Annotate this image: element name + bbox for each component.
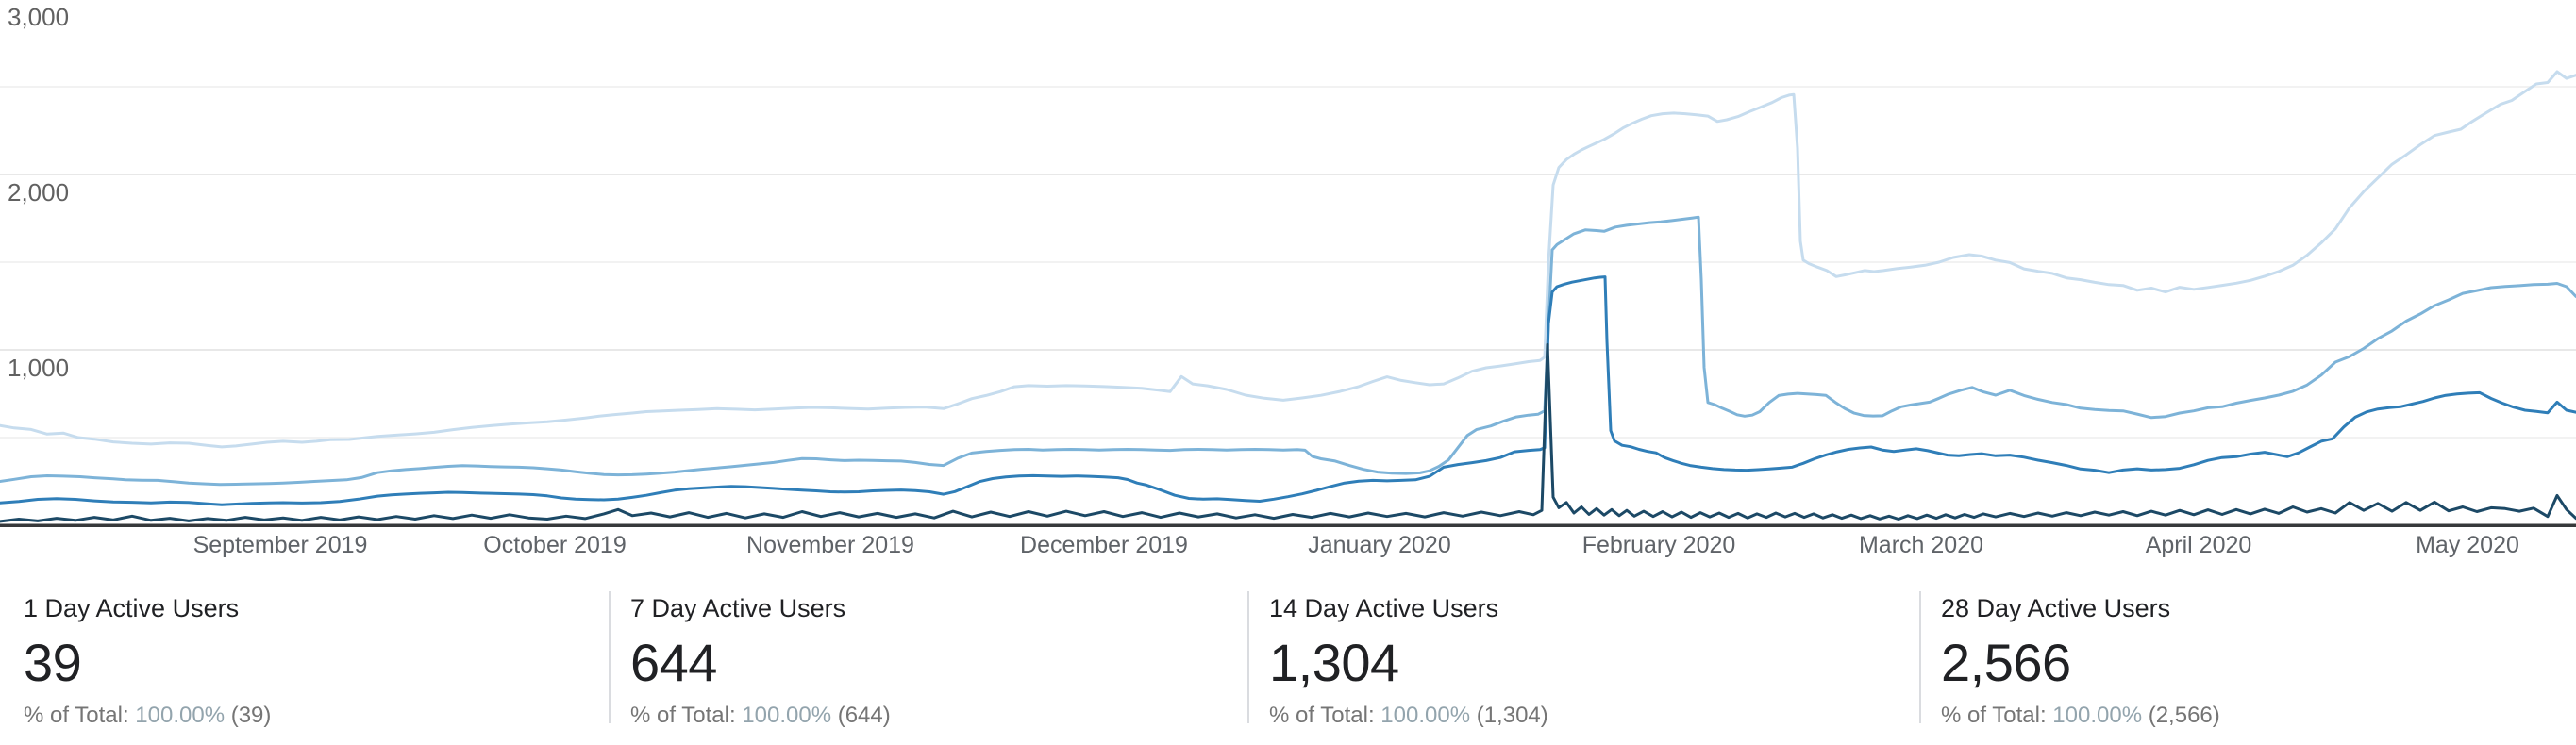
y-axis-label-3000: 3,000: [8, 3, 69, 31]
pct-label: % of Total:: [1269, 703, 1381, 728]
pct-paren-value: (644): [831, 703, 891, 728]
series-line-14-day-active-users[interactable]: [0, 215, 2576, 487]
metric-percent-of-total: % of Total: 100.00% (644): [630, 704, 891, 728]
pct-label: % of Total:: [630, 703, 743, 728]
pct-paren-value: (39): [225, 703, 272, 728]
metric-percent-of-total: % of Total: 100.00% (2,566): [1941, 704, 2220, 728]
pct-label: % of Total:: [24, 703, 136, 728]
x-axis-label-april-2020: April 2020: [2146, 532, 2252, 558]
series-line-1-day-active-users[interactable]: [0, 342, 2576, 523]
y-axis-label-1000: 1,000: [8, 354, 69, 382]
scorecard-1-day-active-users: 1 Day Active Users 39 % of Total: 100.00…: [24, 594, 271, 728]
x-axis-label-january-2020: January 2020: [1308, 532, 1451, 558]
active-users-timeseries-chart[interactable]: 1,000 2,000 3,000 September 2019 October 201…: [0, 0, 2576, 566]
series-line-7-day-active-users[interactable]: [0, 275, 2576, 506]
pct-paren-value: (2,566): [2142, 703, 2220, 728]
pct-value: 100.00%: [2052, 703, 2143, 728]
x-axis-label-march-2020: March 2020: [1859, 532, 1983, 558]
x-axis-label-may-2020: May 2020: [2416, 532, 2519, 558]
metric-percent-of-total: % of Total: 100.00% (1,304): [1269, 704, 1548, 728]
scorecard-divider: [1247, 591, 1249, 723]
metric-title: 1 Day Active Users: [24, 594, 240, 622]
metric-value: 39: [24, 633, 82, 692]
chart-canvas[interactable]: 1,000 2,000 3,000 September 2019 October 201…: [0, 0, 2576, 566]
metric-title: 7 Day Active Users: [630, 594, 846, 622]
scorecard-divider: [609, 591, 611, 723]
metric-title: 14 Day Active Users: [1269, 594, 1499, 622]
metric-title: 28 Day Active Users: [1941, 594, 2171, 622]
series-line-28-day-active-users[interactable]: [0, 70, 2576, 449]
pct-value: 100.00%: [1380, 703, 1471, 728]
pct-label: % of Total:: [1941, 703, 2053, 728]
x-axis-label-november-2019: November 2019: [746, 532, 914, 558]
metric-percent-of-total: % of Total: 100.00% (39): [24, 704, 271, 728]
scorecard-14-day-active-users: 14 Day Active Users 1,304 % of Total: 10…: [1269, 594, 1548, 728]
metric-value: 1,304: [1269, 633, 1399, 692]
x-axis-label-september-2019: September 2019: [193, 532, 368, 558]
scorecard-divider: [1919, 591, 1921, 723]
pct-paren-value: (1,304): [1470, 703, 1548, 728]
metric-value: 644: [630, 633, 717, 692]
pct-value: 100.00%: [135, 703, 226, 728]
x-axis-line: [0, 523, 2576, 527]
x-axis-label-december-2019: December 2019: [1020, 532, 1188, 558]
scorecard-28-day-active-users: 28 Day Active Users 2,566 % of Total: 10…: [1941, 594, 2220, 728]
y-axis-label-2000: 2,000: [8, 178, 69, 207]
scorecard-row: 1 Day Active Users 39 % of Total: 100.00…: [0, 585, 2576, 745]
pct-value: 100.00%: [742, 703, 832, 728]
scorecard-7-day-active-users: 7 Day Active Users 644 % of Total: 100.0…: [630, 594, 891, 728]
x-axis-label-february-2020: February 2020: [1582, 532, 1736, 558]
x-axis-label-october-2019: October 2019: [483, 532, 627, 558]
metric-value: 2,566: [1941, 633, 2071, 692]
